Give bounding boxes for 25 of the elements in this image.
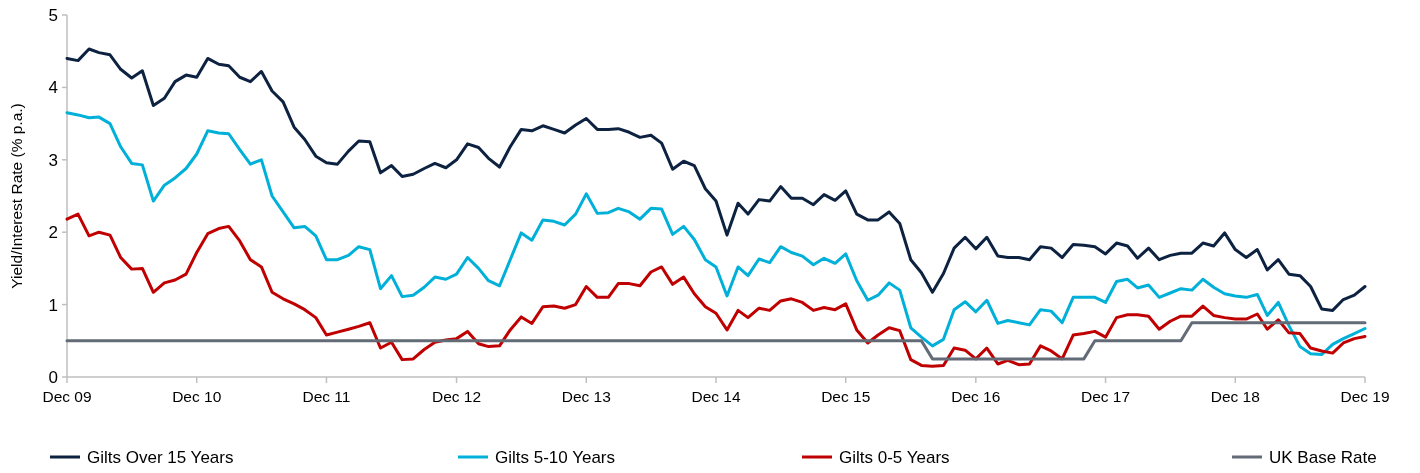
- x-tick-label: Dec 16: [951, 388, 1001, 405]
- x-tick-label: Dec 15: [821, 388, 871, 405]
- y-tick-label: 1: [48, 295, 58, 315]
- x-tick-label: Dec 09: [42, 388, 92, 405]
- x-tick-label: Dec 18: [1210, 388, 1260, 405]
- line-series: [65, 47, 1367, 312]
- legend-label: Gilts 0-5 Years: [839, 447, 950, 467]
- x-tick-label: Dec 19: [1340, 388, 1390, 405]
- x-tick-label: Dec 14: [691, 388, 741, 405]
- x-tick-label: Dec 10: [172, 388, 222, 405]
- x-tick-label: Dec 11: [302, 388, 351, 405]
- y-tick-label: 0: [48, 367, 58, 387]
- x-tick-label: Dec 17: [1080, 388, 1131, 405]
- legend-label: Gilts Over 15 Years: [87, 447, 234, 467]
- y-tick-label: 3: [48, 150, 58, 170]
- x-tick-label: Dec 13: [561, 388, 611, 405]
- y-tick-label: 2: [48, 223, 58, 243]
- legend-label: UK Base Rate: [1269, 447, 1377, 467]
- y-tick-label: 5: [48, 5, 58, 25]
- line-series: [65, 212, 1367, 368]
- legend-label: Gilts 5-10 Years: [495, 447, 616, 467]
- y-axis-title: Yield/Interest Rate (% p.a.): [8, 103, 25, 289]
- x-tick-label: Dec 12: [431, 388, 482, 405]
- line-series: [65, 111, 1367, 357]
- y-tick-label: 4: [48, 78, 58, 98]
